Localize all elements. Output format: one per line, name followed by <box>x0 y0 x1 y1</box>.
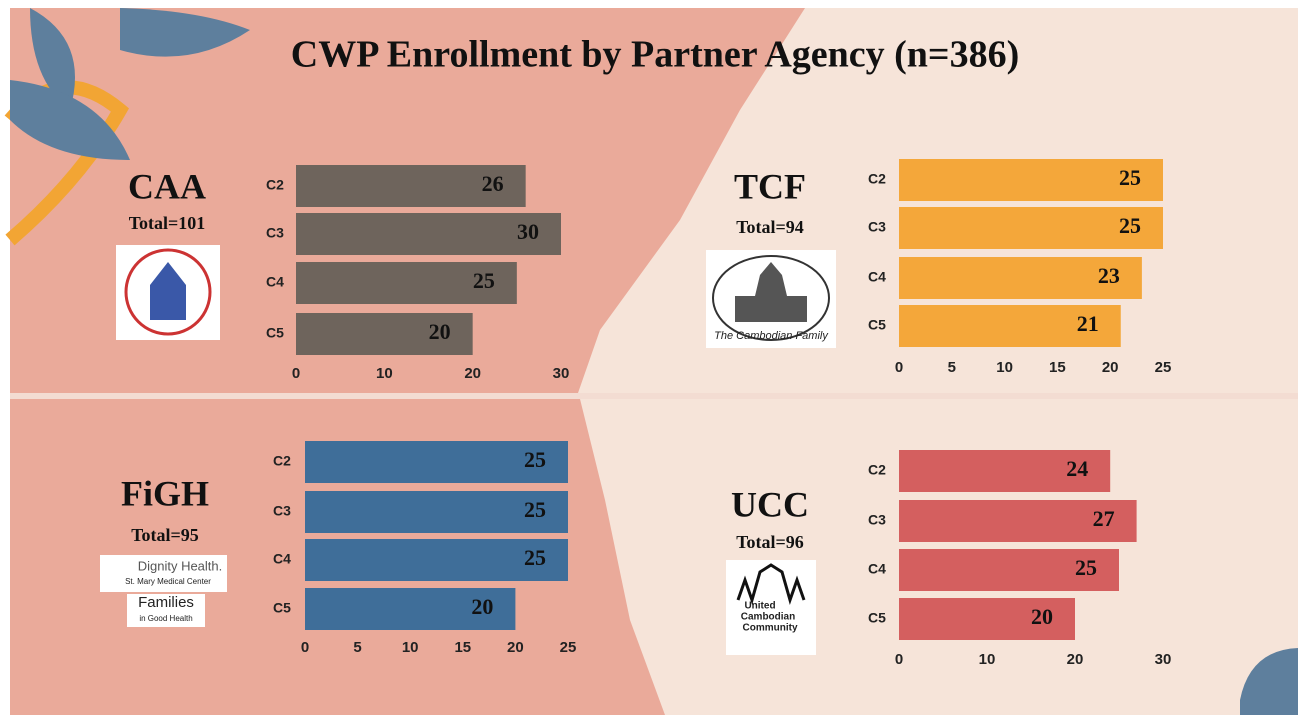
x-tick-label: 10 <box>376 365 393 382</box>
agency-total: Total=96 <box>736 532 804 552</box>
value-label: 25 <box>1119 165 1141 190</box>
agency-name: TCF <box>734 166 806 206</box>
y-tick-label: C2 <box>868 171 886 187</box>
y-tick-label: C4 <box>266 274 284 290</box>
bar <box>899 549 1119 591</box>
x-tick-label: 20 <box>1067 651 1084 668</box>
value-label: 23 <box>1098 263 1120 288</box>
x-tick-label: 15 <box>454 639 471 656</box>
logo-text: Cambodian <box>741 612 795 623</box>
logo-emblem <box>735 262 807 322</box>
bar <box>296 313 473 355</box>
x-tick-label: 30 <box>1155 651 1172 668</box>
x-tick-label: 5 <box>948 359 956 376</box>
bar <box>296 165 526 207</box>
y-tick-label: C5 <box>273 600 291 616</box>
bar <box>899 500 1137 542</box>
agency-total: Total=95 <box>131 525 199 545</box>
y-tick-label: C2 <box>868 462 886 478</box>
logo <box>127 594 205 627</box>
decor-leaf <box>1240 648 1298 715</box>
x-tick-label: 5 <box>353 639 361 656</box>
agency-name: FiGH <box>121 473 209 513</box>
bar <box>899 598 1075 640</box>
logo-text: Dignity Health. <box>138 558 223 573</box>
y-tick-label: C3 <box>266 225 284 241</box>
value-label: 25 <box>1075 555 1097 580</box>
x-tick-label: 10 <box>979 651 996 668</box>
y-tick-label: C5 <box>868 317 886 333</box>
logo <box>100 555 227 592</box>
decor-leaf <box>120 8 250 57</box>
logo-text: Community <box>743 623 798 634</box>
x-tick-label: 10 <box>402 639 419 656</box>
y-tick-label: C3 <box>868 512 886 528</box>
logo-text: St. Mary Medical Center <box>125 577 211 586</box>
value-label: 24 <box>1066 456 1088 481</box>
value-label: 20 <box>471 594 493 619</box>
value-label: 25 <box>473 268 495 293</box>
logo-emblem <box>712 255 830 341</box>
value-label: 25 <box>524 447 546 472</box>
x-tick-label: 0 <box>301 639 309 656</box>
value-label: 20 <box>429 319 451 344</box>
x-tick-label: 0 <box>895 359 903 376</box>
x-tick-label: 0 <box>895 651 903 668</box>
decor-leaf <box>30 8 75 110</box>
agency-name: UCC <box>731 484 809 524</box>
bar <box>899 305 1121 347</box>
value-label: 25 <box>524 545 546 570</box>
value-label: 25 <box>1119 213 1141 238</box>
logo-emblem <box>736 563 806 605</box>
y-tick-label: C4 <box>868 269 886 285</box>
x-tick-label: 20 <box>1102 359 1119 376</box>
y-tick-label: C5 <box>868 610 886 626</box>
bar <box>899 159 1163 201</box>
bar <box>899 450 1111 492</box>
x-tick-label: 30 <box>553 365 570 382</box>
y-tick-label: C4 <box>273 551 291 567</box>
bar <box>305 441 568 483</box>
logo-text: Families <box>138 594 194 611</box>
y-tick-label: C4 <box>868 561 886 577</box>
x-tick-label: 25 <box>560 639 577 656</box>
bar <box>899 207 1163 249</box>
bar <box>296 262 517 304</box>
y-tick-label: C3 <box>868 219 886 235</box>
x-tick-label: 10 <box>996 359 1013 376</box>
agency-total: Total=94 <box>736 217 804 237</box>
decor-leaf <box>10 80 130 160</box>
agency-name: CAA <box>128 166 206 206</box>
bar <box>305 539 568 581</box>
bar <box>305 491 568 533</box>
x-tick-label: 15 <box>1049 359 1066 376</box>
value-label: 21 <box>1077 311 1099 336</box>
logo-text: in Good Health <box>139 614 192 623</box>
x-tick-label: 20 <box>464 365 481 382</box>
value-label: 20 <box>1031 604 1053 629</box>
y-tick-label: C5 <box>266 325 284 341</box>
x-tick-label: 20 <box>507 639 524 656</box>
y-tick-label: C2 <box>273 453 291 469</box>
value-label: 30 <box>517 219 539 244</box>
y-tick-label: C2 <box>266 177 284 193</box>
value-label: 26 <box>482 171 504 196</box>
x-tick-label: 0 <box>292 365 300 382</box>
y-tick-label: C3 <box>273 503 291 519</box>
logo <box>726 560 816 655</box>
bar <box>899 257 1142 299</box>
x-tick-label: 25 <box>1155 359 1172 376</box>
divider <box>10 393 1298 399</box>
agency-total: Total=101 <box>129 213 206 233</box>
bar <box>305 588 516 630</box>
logo-emblem <box>124 248 212 336</box>
bar <box>296 213 561 255</box>
page-title: CWP Enrollment by Partner Agency (n=386) <box>291 34 1020 76</box>
value-label: 25 <box>524 497 546 522</box>
logo-text: The Cambodian Family <box>714 330 829 342</box>
value-label: 27 <box>1093 506 1115 531</box>
logo-emblem <box>150 262 186 320</box>
logo-text: United <box>744 601 775 612</box>
